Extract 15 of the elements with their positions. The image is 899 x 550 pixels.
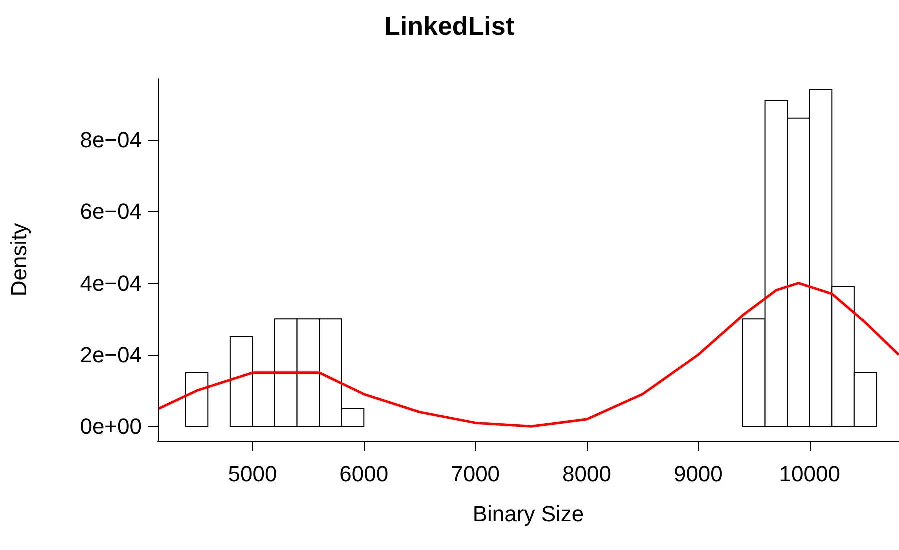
x-axis-title: Binary Size — [472, 502, 584, 526]
x-tick-label: 10000 — [779, 462, 840, 486]
chart-title: LinkedList — [384, 11, 515, 41]
x-tick-label: 6000 — [340, 462, 389, 486]
y-tick-label: 8e−04 — [80, 127, 142, 152]
y-tick-label: 6e−04 — [80, 199, 142, 224]
x-tick-label: 5000 — [228, 462, 278, 486]
y-axis-title: Density — [6, 223, 32, 297]
x-tick-label: 7000 — [451, 462, 500, 486]
y-tick-label: 4e−04 — [80, 270, 142, 296]
line-series — [158, 282, 899, 428]
x-tick-label: 9000 — [674, 462, 723, 486]
x-tick-label: 8000 — [562, 462, 612, 486]
y-tick-label: 0e+00 — [80, 414, 142, 440]
y-tick-label: 2e−04 — [80, 342, 142, 368]
